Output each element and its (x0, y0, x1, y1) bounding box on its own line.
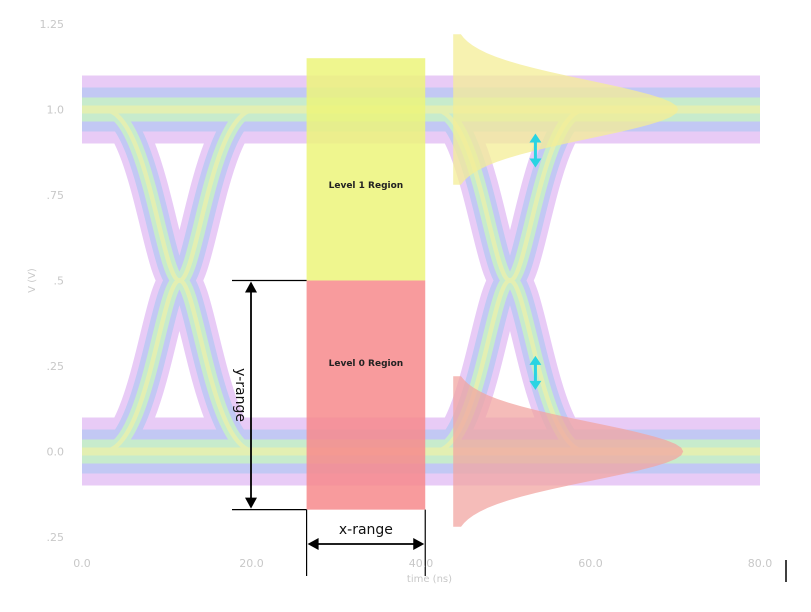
y-axis-title: V (V) (27, 268, 38, 293)
eye-opening-markers (529, 133, 542, 390)
level-1-region (306, 58, 426, 281)
x-range-label: x-range (339, 522, 393, 538)
x-axis-title: time (ns) (407, 574, 452, 585)
y-tick-label-5: 0.0 (47, 446, 65, 459)
x-tick-label-4: 80.0 (748, 557, 773, 570)
x-tick-label-1: 20.0 (239, 557, 264, 570)
tick-labels: 0.0 20.0 40.0 60.0 80.0 1.25 1.0 .75 .5 .25 0.0 .25 (40, 18, 773, 570)
high-level-histogram (453, 34, 679, 185)
level-0-region (306, 280, 426, 510)
y-tick-label-6: .25 (47, 531, 65, 544)
y-tick-label-2: .75 (47, 189, 65, 202)
y-range-label: y-range (232, 368, 248, 422)
y-tick-label-1: 1.0 (47, 104, 65, 117)
regions-layer: Level 1 Region Level 0 Region (306, 58, 426, 510)
x-range-annotation: x-range (305, 509, 426, 576)
y-tick-label-3: .5 (54, 275, 65, 288)
x-tick-label-2: 40.0 (409, 557, 434, 570)
crossing-trace-0-1 (102, 107, 257, 454)
x-tick-label-3: 60.0 (578, 557, 603, 570)
eye-marker-1 (529, 355, 542, 390)
histogram-layer (453, 34, 684, 527)
y-range-annotation: y-range (232, 279, 307, 511)
x-tick-label-0: 0.0 (73, 557, 91, 570)
low-level-histogram (453, 376, 684, 527)
eye-marker-0 (529, 133, 542, 168)
range-annotations: y-range x-range (232, 279, 426, 576)
level-1-region-label: Level 1 Region (329, 181, 404, 191)
level-0-region-label: Level 0 Region (329, 359, 404, 369)
y-tick-label-4: .25 (47, 360, 65, 373)
y-tick-label-0: 1.25 (40, 18, 65, 31)
